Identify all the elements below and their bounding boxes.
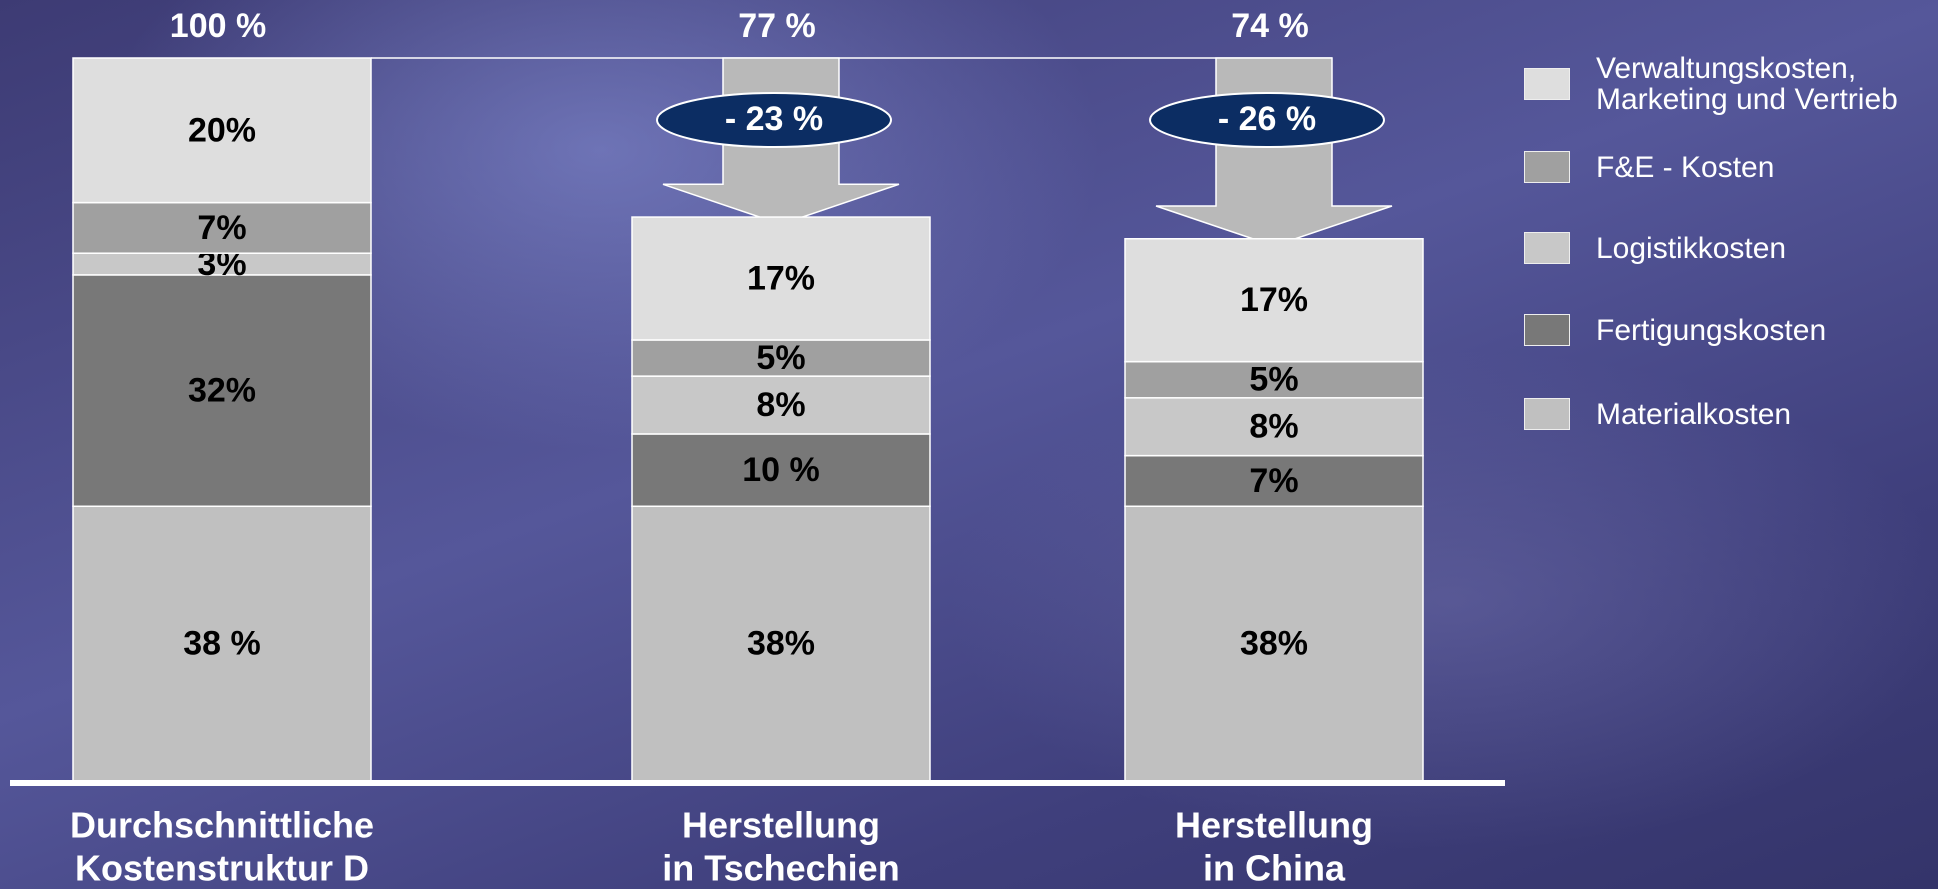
legend-item: Logistikkosten xyxy=(1524,232,1938,264)
x-tick-label: Kostenstruktur D xyxy=(75,848,369,889)
value-label: 10 % xyxy=(742,451,820,489)
reduction-label: - 23 % xyxy=(725,100,823,138)
legend-label: Materialkosten xyxy=(1596,399,1916,430)
value-label: 5% xyxy=(1249,361,1298,399)
legend-swatch xyxy=(1524,314,1570,346)
value-label: 38 % xyxy=(183,625,261,663)
reduction-arrow xyxy=(1156,58,1392,246)
value-label: 20% xyxy=(188,111,256,149)
x-tick-label: in China xyxy=(1203,848,1346,889)
legend-label: Verwaltungskosten, Marketing und Vertrie… xyxy=(1596,53,1916,115)
total-label: 74 % xyxy=(1231,7,1309,45)
value-label: 8% xyxy=(756,386,805,424)
legend-label: F&E - Kosten xyxy=(1596,152,1916,183)
legend-item: Fertigungskosten xyxy=(1524,314,1938,346)
total-label: 77 % xyxy=(738,7,816,45)
value-label: 17% xyxy=(1240,281,1308,319)
x-tick-label: in Tschechien xyxy=(662,848,899,889)
value-label: 32% xyxy=(188,372,256,410)
legend-item: Materialkosten xyxy=(1524,398,1938,430)
x-tick-label: Herstellung xyxy=(682,805,880,846)
reduction-label: - 26 % xyxy=(1218,100,1316,138)
x-tick-label: Herstellung xyxy=(1175,805,1373,846)
total-label: 100 % xyxy=(170,7,266,45)
chart: - 23 %- 26 %38 %32%3%7%20%100 %Durchschn… xyxy=(0,0,1938,889)
value-label: 7% xyxy=(197,209,246,247)
legend-label: Logistikkosten xyxy=(1596,233,1916,264)
value-label: 8% xyxy=(1249,408,1298,446)
value-label: 17% xyxy=(747,259,815,297)
slide: - 23 %- 26 %38 %32%3%7%20%100 %Durchschn… xyxy=(0,0,1938,889)
legend-label: Fertigungskosten xyxy=(1596,315,1916,346)
legend-swatch xyxy=(1524,151,1570,183)
value-label: 7% xyxy=(1249,462,1298,500)
legend-item: Verwaltungskosten, Marketing und Vertrie… xyxy=(1524,53,1938,115)
legend-swatch xyxy=(1524,232,1570,264)
value-label: 38% xyxy=(1240,625,1308,663)
x-tick-label: Durchschnittliche xyxy=(70,805,374,846)
legend-item: F&E - Kosten xyxy=(1524,151,1938,183)
value-label: 38% xyxy=(747,625,815,663)
legend-swatch xyxy=(1524,398,1570,430)
legend-swatch xyxy=(1524,68,1570,100)
value-label: 5% xyxy=(756,339,805,377)
